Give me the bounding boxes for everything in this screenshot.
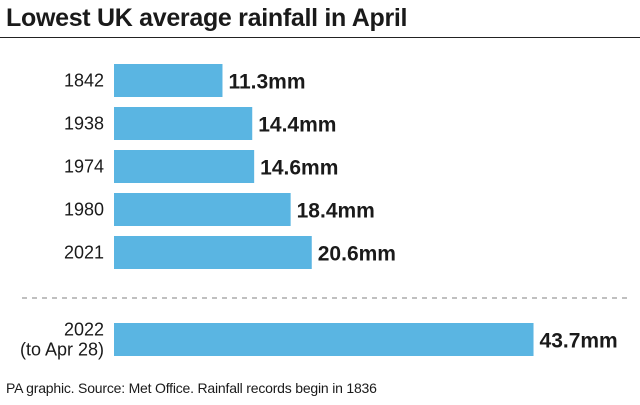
category-label-5: 2022 (to Apr 28) — [20, 320, 104, 360]
category-label-3: 1980 — [64, 200, 104, 220]
value-label-2: 14.6mm — [260, 157, 338, 180]
bar-1 — [114, 107, 253, 140]
value-label-1: 14.4mm — [258, 114, 336, 137]
title-divider — [0, 37, 640, 38]
category-label-2: 1974 — [64, 157, 104, 177]
bar-4 — [114, 236, 312, 269]
bar-3 — [114, 193, 291, 226]
value-label-3: 18.4mm — [297, 200, 375, 223]
chart-title: Lowest UK average rainfall in April — [6, 4, 408, 32]
source-note: PA graphic. Source: Met Office. Rainfall… — [6, 380, 377, 396]
bar-5 — [114, 323, 534, 356]
value-label-4: 20.6mm — [318, 243, 396, 266]
value-label-0: 11.3mm — [228, 71, 305, 94]
category-label-0: 1842 — [64, 71, 104, 91]
category-label-4: 2021 — [64, 243, 104, 263]
category-label-1: 1938 — [64, 114, 104, 134]
value-label-5: 43.7mm — [540, 330, 618, 353]
bar-0 — [114, 64, 223, 97]
bar-2 — [114, 150, 255, 183]
